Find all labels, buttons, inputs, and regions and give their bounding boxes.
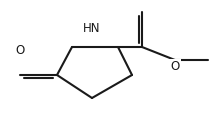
Text: O: O: [170, 59, 180, 72]
Text: O: O: [15, 44, 25, 57]
Text: HN: HN: [83, 22, 101, 35]
